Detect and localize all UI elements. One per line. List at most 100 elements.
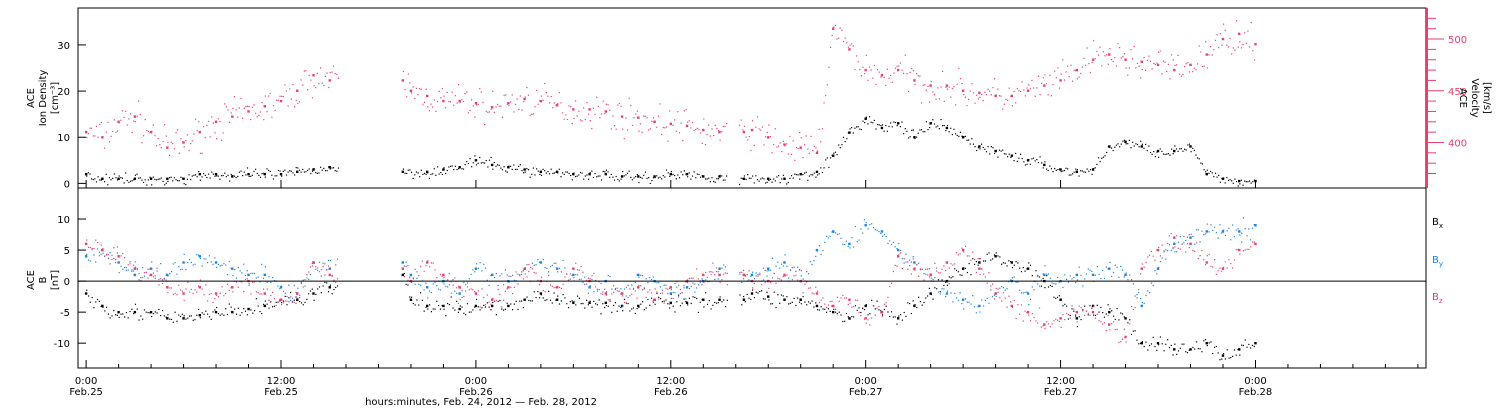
bx-sample	[477, 306, 479, 308]
bx-sample	[472, 309, 474, 311]
density-sample	[1214, 172, 1217, 174]
bx-sample	[432, 308, 434, 310]
bz-sample	[1047, 323, 1050, 325]
bx-sample	[589, 300, 591, 302]
density-sample	[893, 121, 895, 123]
bz-sample	[558, 286, 561, 289]
bx-sample	[223, 314, 225, 316]
bz-sample	[1037, 322, 1039, 324]
velocity-sample	[898, 65, 900, 67]
bottom-left-tick-label-0: -10	[54, 339, 70, 350]
velocity-point-51	[961, 89, 965, 92]
bx-sample	[1024, 270, 1026, 272]
velocity-sample	[1182, 73, 1184, 76]
by-sample	[678, 296, 680, 298]
bz-sample	[685, 281, 687, 283]
bz-sample	[618, 290, 620, 292]
velocity-point-5	[166, 146, 169, 149]
density-sample	[648, 176, 650, 179]
bz-point-31	[637, 286, 640, 289]
bx-sample	[759, 290, 761, 293]
density-sample	[160, 177, 163, 179]
bz-sample	[663, 302, 665, 304]
by-sample	[688, 287, 691, 290]
velocity-sample	[993, 78, 996, 80]
density-sample	[959, 131, 962, 133]
velocity-sample	[219, 121, 221, 123]
velocity-sample	[932, 91, 934, 93]
bx-sample	[1047, 286, 1050, 288]
by-sample	[659, 286, 662, 288]
density-sample	[289, 170, 291, 172]
bz-sample	[409, 277, 411, 279]
bz-sample	[744, 275, 746, 277]
by-sample	[282, 290, 285, 293]
bx-sample	[802, 296, 804, 298]
bz-sample	[308, 271, 310, 273]
by-point-36	[718, 267, 721, 270]
bz-sample	[490, 303, 492, 305]
velocity-sample	[459, 101, 461, 103]
bx-sample	[275, 301, 277, 303]
density-sample	[477, 162, 479, 164]
bz-sample	[894, 264, 896, 266]
velocity-point-48	[913, 79, 916, 82]
density-sample	[497, 164, 499, 166]
bx-point-1	[101, 304, 104, 308]
bx-sample	[668, 307, 671, 309]
bz-sample	[777, 277, 779, 279]
density-point-66	[1238, 179, 1241, 183]
velocity-sample	[1119, 47, 1121, 49]
density-sample	[445, 172, 447, 175]
density-sample	[531, 173, 533, 175]
velocity-sample	[774, 128, 776, 130]
bz-sample	[178, 284, 180, 286]
bx-sample	[1089, 305, 1091, 307]
velocity-sample	[261, 101, 263, 104]
velocity-sample	[1065, 71, 1067, 73]
bz-sample	[631, 293, 633, 295]
bx-sample	[889, 315, 891, 318]
density-sample	[557, 172, 559, 174]
density-sample	[922, 131, 924, 133]
bx-sample	[818, 309, 820, 311]
velocity-sample	[1138, 65, 1140, 67]
by-sample	[779, 267, 781, 269]
density-sample	[1253, 179, 1256, 181]
density-sample	[404, 172, 406, 174]
bz-sample	[142, 277, 144, 279]
by-sample	[844, 243, 846, 245]
bz-sample	[102, 248, 104, 250]
velocity-sample	[178, 152, 180, 154]
density-sample	[935, 126, 937, 128]
bz-sample	[154, 277, 156, 279]
velocity-sample	[159, 144, 161, 146]
by-sample	[439, 289, 442, 291]
by-sample	[149, 268, 151, 270]
bz-sample	[450, 281, 452, 283]
velocity-sample	[484, 123, 486, 126]
velocity-sample	[1206, 67, 1208, 69]
by-sample	[685, 298, 687, 300]
velocity-sample	[1045, 83, 1048, 85]
by-point-60	[1108, 267, 1111, 270]
bx-sample	[510, 303, 512, 305]
density-sample	[691, 175, 694, 177]
bz-sample	[302, 286, 304, 288]
bx-sample	[456, 300, 458, 302]
bz-point-21	[474, 292, 478, 295]
density-sample	[449, 165, 452, 167]
by-sample	[867, 228, 869, 230]
bz-sample	[853, 306, 855, 308]
by-sample	[1062, 286, 1064, 289]
density-sample	[818, 173, 820, 175]
bz-sample	[741, 271, 743, 273]
density-sample	[561, 172, 564, 174]
bz-sample	[1195, 242, 1198, 244]
velocity-sample	[490, 108, 492, 110]
density-sample	[626, 172, 629, 174]
density-sample	[458, 168, 460, 170]
bx-sample	[1125, 318, 1127, 320]
bz-sample	[443, 277, 445, 279]
velocity-sample	[313, 85, 315, 87]
